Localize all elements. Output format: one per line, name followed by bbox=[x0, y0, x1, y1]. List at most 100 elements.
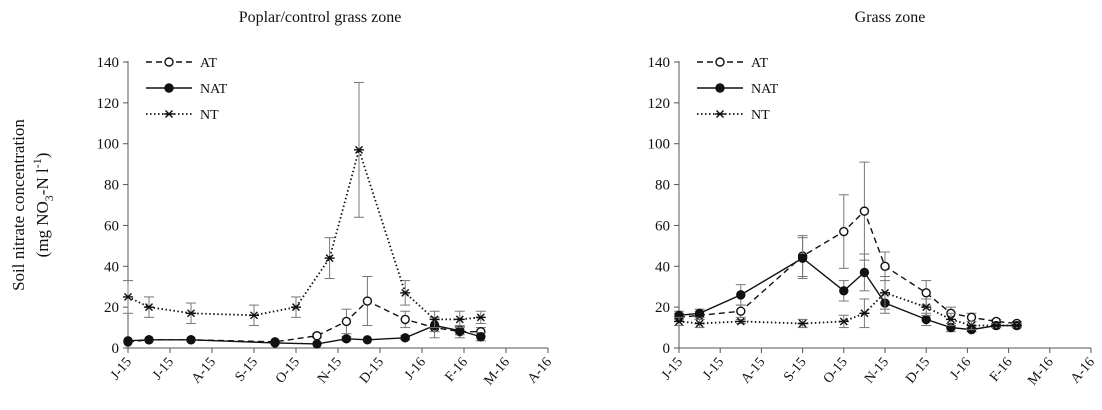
legend-label: NAT bbox=[751, 82, 779, 97]
series-line bbox=[678, 291, 1017, 327]
data-point bbox=[921, 288, 931, 298]
y-axis-label-sup: -1 bbox=[30, 158, 44, 168]
legend-marker bbox=[715, 110, 725, 118]
x-tick-label: F-16 bbox=[987, 355, 1015, 385]
data-point bbox=[966, 321, 977, 330]
y-tick-label: 40 bbox=[104, 259, 119, 275]
series-line bbox=[678, 257, 1017, 331]
series-line bbox=[678, 209, 1017, 325]
data-point bbox=[921, 314, 931, 325]
data-point-stroke-2 bbox=[401, 288, 410, 297]
data-point bbox=[475, 313, 486, 322]
y-tick-label: 100 bbox=[97, 137, 120, 153]
data-point-stroke-2 bbox=[476, 313, 485, 322]
data-point bbox=[839, 286, 849, 296]
y-tick-label: 140 bbox=[648, 55, 671, 71]
x-tick-label: F-16 bbox=[443, 355, 471, 385]
x-tick-label: O-15 bbox=[821, 355, 851, 387]
data-point-stroke-2 bbox=[798, 319, 807, 328]
data-point-stroke-2 bbox=[675, 317, 683, 326]
data-point-stroke-2 bbox=[946, 315, 955, 324]
legend-marker bbox=[715, 83, 725, 93]
data-point bbox=[797, 319, 808, 328]
data-point bbox=[324, 254, 335, 263]
data-point bbox=[249, 311, 259, 320]
data-point bbox=[966, 312, 977, 323]
legend-entry-at: AT bbox=[146, 56, 218, 71]
legend-marker bbox=[164, 57, 174, 67]
data-point bbox=[736, 306, 746, 316]
data-point bbox=[186, 309, 196, 318]
x-tick-label: A-16 bbox=[1068, 355, 1098, 387]
y-tick-label: 0 bbox=[663, 341, 671, 357]
data-point bbox=[921, 303, 932, 312]
data-point bbox=[674, 317, 684, 326]
y-tick-label: 120 bbox=[648, 96, 671, 112]
y-tick-label: 140 bbox=[97, 55, 120, 71]
data-point bbox=[400, 288, 411, 297]
x-tick-label: S-15 bbox=[781, 355, 809, 385]
data-point bbox=[1011, 321, 1022, 330]
data-point-stroke-2 bbox=[325, 254, 334, 263]
series-line bbox=[127, 300, 481, 343]
data-point bbox=[797, 253, 808, 263]
series-line bbox=[127, 146, 481, 321]
legend-entry-nt: NT bbox=[146, 108, 219, 123]
y-axis-label-line1: Soil nitrate concentration bbox=[9, 119, 28, 291]
chart-title: Poplar/control grass zone bbox=[239, 9, 402, 26]
y-axis-label-prefix: (mg NO bbox=[33, 201, 52, 257]
series-nt bbox=[674, 276, 1022, 331]
legend-marker bbox=[715, 57, 725, 67]
y-tick-label: 60 bbox=[655, 218, 670, 234]
legend-marker-stroke-2 bbox=[165, 110, 173, 118]
y-tick-label: 40 bbox=[655, 259, 670, 275]
legend-label: AT bbox=[200, 56, 218, 71]
x-tick-label: A-15 bbox=[738, 355, 768, 387]
data-point bbox=[123, 292, 133, 301]
y-tick-label: 20 bbox=[104, 300, 119, 316]
data-point-stroke-2 bbox=[695, 319, 704, 328]
data-point bbox=[839, 226, 849, 237]
x-tick-label: J-15 bbox=[659, 355, 686, 383]
data-point-stroke-2 bbox=[455, 315, 464, 324]
data-point-stroke-2 bbox=[992, 321, 1001, 330]
y-axis-label-sub: 3 bbox=[42, 195, 56, 201]
legend-marker bbox=[164, 110, 174, 118]
data-point bbox=[400, 333, 410, 343]
data-point bbox=[736, 290, 746, 300]
data-point-stroke-2 bbox=[145, 303, 153, 312]
data-point-stroke-2 bbox=[250, 311, 258, 320]
data-point bbox=[400, 314, 410, 325]
legend-marker-stroke-2 bbox=[716, 110, 724, 118]
data-point bbox=[880, 288, 890, 297]
data-point bbox=[859, 267, 870, 278]
x-tick-label: M-16 bbox=[482, 355, 513, 388]
data-point bbox=[341, 334, 352, 344]
y-axis-label-suffix: ) bbox=[33, 153, 52, 159]
data-point-stroke-2 bbox=[1012, 321, 1021, 330]
legend-entry-at: AT bbox=[697, 56, 769, 71]
data-point bbox=[362, 335, 373, 345]
x-tick-label: D-15 bbox=[357, 355, 387, 387]
x-tick-label: N-15 bbox=[862, 355, 892, 387]
x-tick-label: J-16 bbox=[947, 355, 974, 383]
legend-label: NT bbox=[200, 108, 219, 123]
data-point bbox=[945, 315, 956, 324]
data-point-stroke-2 bbox=[187, 309, 195, 318]
data-point bbox=[354, 145, 364, 154]
x-tick-label: S-15 bbox=[233, 355, 261, 385]
x-tick-label: J-15 bbox=[700, 355, 727, 383]
chart-panel-2: Grass zone 0 20 40 60 80 100 120 140 J-15 J-15 A-15… bbox=[648, 9, 1099, 388]
legend-entry-nat: NAT bbox=[146, 82, 228, 97]
x-tick-label: A-15 bbox=[189, 355, 219, 387]
data-point-stroke-2 bbox=[124, 292, 132, 301]
x-tick-label: O-15 bbox=[273, 355, 303, 387]
y-tick-label: 20 bbox=[655, 300, 670, 316]
data-point bbox=[454, 315, 465, 324]
series-line bbox=[127, 324, 481, 345]
y-tick-label: 0 bbox=[112, 341, 120, 357]
y-axis-label-mid: -N l bbox=[33, 168, 52, 195]
data-point bbox=[362, 296, 373, 306]
data-point bbox=[735, 317, 746, 326]
